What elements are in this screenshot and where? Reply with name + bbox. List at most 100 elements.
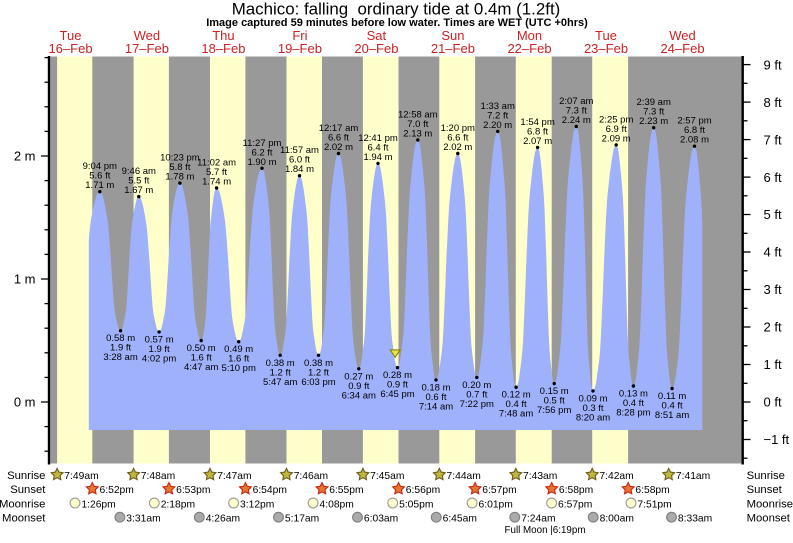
svg-text:7:24am: 7:24am bbox=[521, 514, 555, 525]
svg-text:8:00am: 8:00am bbox=[600, 514, 634, 525]
svg-text:8:20 am: 8:20 am bbox=[576, 412, 610, 423]
svg-text:0.3 ft: 0.3 ft bbox=[582, 403, 603, 414]
svg-text:7:41am: 7:41am bbox=[676, 471, 710, 482]
svg-text:7:48am: 7:48am bbox=[141, 471, 175, 482]
svg-text:12:41 pm: 12:41 pm bbox=[358, 133, 398, 144]
svg-text:4 ft: 4 ft bbox=[764, 245, 782, 260]
svg-text:11:02 am: 11:02 am bbox=[197, 158, 236, 169]
svg-text:12:58 am: 12:58 am bbox=[398, 110, 438, 121]
svg-text:6:56pm: 6:56pm bbox=[406, 485, 440, 496]
svg-text:5 ft: 5 ft bbox=[764, 207, 782, 222]
svg-text:0.9 ft: 0.9 ft bbox=[387, 380, 408, 391]
svg-text:Moonset: Moonset bbox=[2, 513, 46, 525]
svg-text:6:52pm: 6:52pm bbox=[100, 485, 134, 496]
svg-text:0.4 ft: 0.4 ft bbox=[506, 399, 527, 410]
svg-text:0.5 ft: 0.5 ft bbox=[544, 396, 565, 407]
svg-text:6.8 ft: 6.8 ft bbox=[527, 126, 548, 137]
svg-text:6:03am: 6:03am bbox=[364, 514, 398, 525]
svg-text:7:44am: 7:44am bbox=[447, 471, 481, 482]
svg-text:2.07 m: 2.07 m bbox=[523, 136, 552, 147]
svg-text:20–Feb: 20–Feb bbox=[354, 41, 398, 56]
svg-text:1.67 m: 1.67 m bbox=[124, 185, 153, 196]
svg-text:1 ft: 1 ft bbox=[764, 357, 782, 372]
svg-text:5.6 ft: 5.6 ft bbox=[89, 171, 110, 182]
svg-text:7:45am: 7:45am bbox=[370, 471, 404, 482]
svg-text:Sunrise: Sunrise bbox=[747, 470, 785, 482]
svg-text:0.9 ft: 0.9 ft bbox=[348, 381, 369, 392]
svg-text:1.90 m: 1.90 m bbox=[247, 157, 276, 168]
svg-text:6:58pm: 6:58pm bbox=[635, 485, 669, 496]
svg-text:Wed: Wed bbox=[669, 28, 696, 43]
svg-text:1:20 pm: 1:20 pm bbox=[441, 123, 475, 134]
svg-text:6:01pm: 6:01pm bbox=[479, 499, 513, 510]
svg-text:0.15 m: 0.15 m bbox=[540, 386, 569, 397]
svg-text:0.7 ft: 0.7 ft bbox=[466, 389, 487, 400]
svg-text:0.38 m: 0.38 m bbox=[304, 358, 333, 369]
svg-text:0.20 m: 0.20 m bbox=[462, 380, 491, 391]
svg-text:1:33 am: 1:33 am bbox=[481, 101, 515, 112]
svg-text:0.4 ft: 0.4 ft bbox=[662, 401, 683, 412]
svg-text:7.0 ft: 7.0 ft bbox=[407, 119, 428, 130]
svg-text:5.7 ft: 5.7 ft bbox=[206, 167, 227, 178]
svg-text:18–Feb: 18–Feb bbox=[201, 41, 245, 56]
svg-text:2.02 m: 2.02 m bbox=[324, 142, 353, 153]
svg-text:6:34 am: 6:34 am bbox=[342, 390, 376, 401]
svg-text:1:54 pm: 1:54 pm bbox=[520, 117, 554, 128]
svg-text:6:53pm: 6:53pm bbox=[176, 485, 210, 496]
svg-text:10:23 pm: 10:23 pm bbox=[160, 153, 200, 164]
svg-text:6.6 ft: 6.6 ft bbox=[447, 133, 468, 144]
svg-text:Sunset: Sunset bbox=[747, 484, 783, 496]
svg-text:Moonrise: Moonrise bbox=[0, 498, 45, 510]
svg-text:6.9 ft: 6.9 ft bbox=[606, 124, 627, 135]
svg-text:7:51pm: 7:51pm bbox=[637, 499, 671, 510]
svg-text:1.74 m: 1.74 m bbox=[202, 177, 231, 188]
svg-text:9:04 pm: 9:04 pm bbox=[83, 161, 117, 172]
svg-text:8 ft: 8 ft bbox=[764, 95, 782, 110]
svg-text:2:07 am: 2:07 am bbox=[559, 96, 593, 107]
svg-text:3 ft: 3 ft bbox=[764, 282, 782, 297]
svg-text:9:46 am: 9:46 am bbox=[122, 166, 156, 177]
svg-text:Sunrise: Sunrise bbox=[7, 470, 45, 482]
svg-text:7:14 am: 7:14 am bbox=[419, 401, 453, 412]
svg-text:11:57 am: 11:57 am bbox=[280, 145, 319, 156]
svg-text:7.3 ft: 7.3 ft bbox=[566, 106, 587, 117]
svg-text:22–Feb: 22–Feb bbox=[507, 41, 551, 56]
svg-text:4:02 pm: 4:02 pm bbox=[142, 353, 176, 364]
svg-text:1.9 ft: 1.9 ft bbox=[110, 343, 131, 354]
svg-text:23–Feb: 23–Feb bbox=[584, 41, 628, 56]
svg-text:7:48 am: 7:48 am bbox=[499, 409, 533, 420]
svg-text:5:05pm: 5:05pm bbox=[399, 499, 433, 510]
svg-text:17–Feb: 17–Feb bbox=[125, 41, 169, 56]
svg-text:2:18pm: 2:18pm bbox=[161, 499, 195, 510]
svg-text:1.6 ft: 1.6 ft bbox=[228, 354, 249, 365]
svg-text:7.2 ft: 7.2 ft bbox=[487, 110, 508, 121]
svg-text:1:26pm: 1:26pm bbox=[81, 499, 115, 510]
svg-text:2.13 m: 2.13 m bbox=[403, 129, 432, 140]
svg-text:6.2 ft: 6.2 ft bbox=[251, 147, 272, 158]
svg-text:3:12pm: 3:12pm bbox=[240, 499, 274, 510]
svg-text:2 m: 2 m bbox=[14, 149, 36, 164]
svg-text:19–Feb: 19–Feb bbox=[278, 41, 322, 56]
svg-text:Wed: Wed bbox=[134, 28, 161, 43]
svg-text:6:57pm: 6:57pm bbox=[482, 485, 516, 496]
svg-text:1.9 ft: 1.9 ft bbox=[149, 344, 170, 355]
svg-text:2.02 m: 2.02 m bbox=[443, 142, 472, 153]
svg-text:1.71 m: 1.71 m bbox=[85, 180, 114, 191]
svg-text:4:26am: 4:26am bbox=[206, 514, 240, 525]
svg-text:2.20 m: 2.20 m bbox=[483, 120, 512, 131]
svg-text:0.58 m: 0.58 m bbox=[106, 333, 135, 344]
svg-text:Full Moon |6:19pm: Full Moon |6:19pm bbox=[505, 525, 586, 536]
svg-text:7:22 pm: 7:22 pm bbox=[460, 399, 494, 410]
svg-text:0.09 m: 0.09 m bbox=[578, 393, 607, 404]
svg-text:5.8 ft: 5.8 ft bbox=[169, 162, 190, 173]
svg-text:Mon: Mon bbox=[517, 28, 542, 43]
svg-text:8:33am: 8:33am bbox=[678, 514, 712, 525]
svg-text:0.49 m: 0.49 m bbox=[224, 344, 253, 355]
svg-text:1.84 m: 1.84 m bbox=[285, 164, 314, 175]
svg-text:6.0 ft: 6.0 ft bbox=[289, 155, 310, 166]
svg-text:Tue: Tue bbox=[595, 28, 617, 43]
svg-text:21–Feb: 21–Feb bbox=[431, 41, 475, 56]
svg-text:2.09 m: 2.09 m bbox=[602, 133, 631, 144]
svg-text:1 m: 1 m bbox=[14, 272, 36, 287]
svg-text:Thu: Thu bbox=[212, 28, 234, 43]
